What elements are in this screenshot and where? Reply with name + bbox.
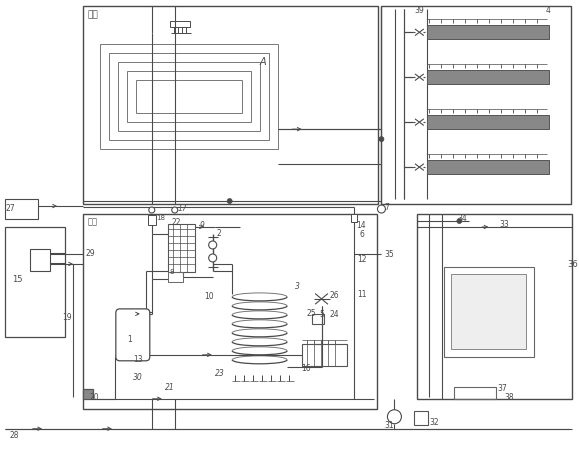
- Bar: [168, 224, 195, 273]
- Text: 2: 2: [217, 229, 221, 238]
- Text: 1: 1: [127, 334, 131, 344]
- Bar: [100, 45, 277, 150]
- Circle shape: [149, 207, 155, 213]
- Text: 6: 6: [360, 230, 364, 239]
- Circle shape: [379, 137, 384, 142]
- Text: 37: 37: [497, 384, 507, 392]
- Text: 15: 15: [12, 275, 23, 284]
- Text: 29: 29: [86, 249, 96, 258]
- Text: 28: 28: [10, 430, 20, 439]
- Bar: [83, 215, 378, 409]
- Bar: [427, 161, 549, 175]
- Text: 36: 36: [567, 260, 578, 269]
- Text: 31: 31: [384, 420, 394, 429]
- Text: 35: 35: [384, 250, 394, 259]
- Circle shape: [457, 219, 462, 224]
- Text: 14: 14: [357, 220, 366, 229]
- Text: 19: 19: [62, 313, 72, 322]
- Text: 33: 33: [499, 219, 509, 228]
- Circle shape: [227, 199, 232, 204]
- Text: 17: 17: [178, 203, 188, 212]
- Text: A: A: [259, 57, 266, 67]
- Text: 38: 38: [504, 392, 514, 401]
- Bar: [83, 389, 93, 399]
- Text: 23: 23: [215, 369, 225, 378]
- Circle shape: [208, 242, 217, 249]
- Text: 21: 21: [165, 383, 174, 391]
- Text: 3: 3: [295, 282, 299, 291]
- Text: 4: 4: [545, 6, 550, 15]
- Text: 32: 32: [430, 417, 439, 426]
- Bar: [148, 216, 156, 226]
- Circle shape: [387, 410, 401, 424]
- Bar: [351, 215, 357, 222]
- Bar: [312, 314, 324, 324]
- Bar: [136, 81, 241, 114]
- Text: 24: 24: [329, 310, 339, 318]
- Bar: [170, 22, 190, 28]
- Bar: [118, 63, 259, 132]
- Bar: [427, 71, 549, 85]
- Text: 5: 5: [320, 310, 324, 318]
- Bar: [5, 200, 38, 219]
- Bar: [83, 7, 379, 205]
- Bar: [109, 54, 269, 141]
- Text: 25: 25: [306, 308, 316, 318]
- Text: 7: 7: [384, 202, 389, 211]
- Text: 10: 10: [204, 292, 213, 301]
- Text: 18: 18: [156, 215, 165, 221]
- Text: 30: 30: [133, 373, 142, 381]
- Bar: [415, 411, 428, 425]
- Bar: [382, 7, 571, 205]
- Text: 9: 9: [200, 220, 204, 229]
- Text: 12: 12: [357, 255, 367, 264]
- Text: 外机: 外机: [88, 217, 98, 226]
- Bar: [30, 249, 50, 271]
- FancyBboxPatch shape: [116, 309, 150, 361]
- Bar: [168, 273, 183, 282]
- Bar: [427, 26, 549, 40]
- Bar: [444, 268, 534, 357]
- Bar: [455, 387, 496, 399]
- Circle shape: [378, 206, 386, 213]
- Bar: [127, 72, 251, 123]
- Bar: [427, 116, 549, 130]
- Text: 26: 26: [329, 291, 339, 300]
- Text: 20: 20: [90, 392, 100, 401]
- Text: 8: 8: [170, 268, 174, 274]
- Text: 11: 11: [357, 290, 367, 299]
- Bar: [452, 274, 526, 349]
- Text: 室内: 室内: [88, 11, 98, 20]
- Bar: [5, 228, 65, 337]
- Text: 34: 34: [457, 213, 467, 222]
- Text: 39: 39: [415, 6, 424, 15]
- Text: 13: 13: [133, 354, 142, 364]
- Text: 22: 22: [172, 217, 181, 226]
- Text: 27: 27: [6, 203, 16, 212]
- Text: 16: 16: [302, 364, 311, 373]
- Bar: [417, 215, 572, 399]
- Circle shape: [208, 254, 217, 263]
- Bar: [302, 344, 346, 366]
- Circle shape: [172, 207, 178, 213]
